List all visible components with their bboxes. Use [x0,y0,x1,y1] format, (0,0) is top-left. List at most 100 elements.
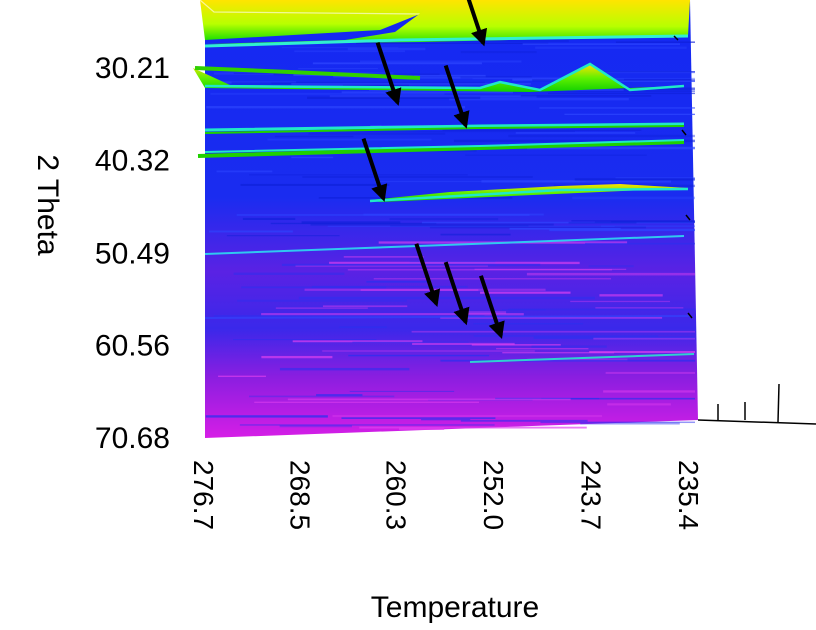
texture-streak [226,235,340,237]
texture-streak [607,403,671,406]
texture-streak [373,278,612,280]
texture-streak [316,394,363,397]
texture-streak [312,62,482,65]
surface-edge-ticks [673,35,816,425]
texture-streak [440,316,663,319]
texture-streak [352,341,469,343]
texture-streak [356,42,549,44]
texture-streak [281,47,399,49]
heatmap-surface [205,0,698,438]
peak-line-27 [204,34,689,48]
texture-streak [421,419,471,421]
texture-streak [412,342,515,345]
texture-streak [615,41,695,43]
texture-streak [481,180,672,183]
texture-streak [327,225,615,227]
texture-streak [520,95,652,97]
texture-streak [571,220,695,222]
texture-streak [298,296,595,300]
texture-streak [322,305,408,308]
texture-streak [412,76,461,79]
texture-streak [261,313,524,316]
texture-streak [440,359,695,362]
texture-streak [460,51,537,54]
texture-streak [218,375,266,378]
texture-streak [605,371,695,374]
y-tick-label: 30.21 [95,52,170,85]
texture-streak [342,84,410,87]
texture-streak [329,95,537,98]
texture-streak [508,134,695,138]
texture-streak [603,390,695,393]
x-tick-label: 252.0 [478,460,509,530]
peak-band-29 [193,64,680,92]
texture-streak [522,43,681,45]
texture-streak [510,90,695,93]
texture-streak [449,97,629,101]
x-tick-label: 243.7 [576,460,607,530]
peak-line-29 [204,62,685,92]
faint-line-60 [204,315,691,319]
peak-line-33 [204,122,685,132]
texture-streak [366,281,430,283]
arrow-3 [443,64,470,129]
texture-streak [275,307,368,309]
texture-streak [359,426,587,429]
texture-streak [572,196,695,200]
arrow-6 [443,261,470,326]
texture-streak [526,272,695,276]
texture-streak [392,76,532,78]
peak-shift-arrows [361,0,505,339]
texture-streak [580,422,680,425]
texture-streak [454,311,507,314]
texture-streak [329,130,575,133]
texture-streak [442,129,642,131]
texture-streak [601,225,695,227]
x-axis-ticks: 276.7 268.5 260.3 252.0 243.7 235.4 [188,460,704,530]
texture-streak [279,424,352,428]
texture-streak [281,263,541,266]
texture-streak [589,350,695,354]
texture-streak [298,68,378,70]
peak-line-37 [197,140,685,158]
texture-streak [341,91,513,94]
texture-streak [480,291,571,294]
texture-streak [535,46,687,49]
texture-streak [233,272,345,275]
texture-streak [440,233,511,236]
texture-streak [343,256,424,258]
texture-streak [205,415,328,418]
arrow-2 [375,42,402,106]
texture-streak [237,299,407,302]
y-tick-label: 60.56 [95,329,170,362]
texture-streak [585,242,695,245]
y-tick-label: 40.32 [95,144,170,177]
texture-streak [473,335,659,337]
texture-streak [249,174,468,176]
texture-streak [287,398,571,401]
texture-streak [208,230,293,233]
texture-streak [593,337,695,340]
texture-streak [374,180,586,183]
texture-streak [332,414,603,418]
arrow-1 [466,0,488,47]
texture-streak [322,350,535,352]
texture-streak [539,107,695,109]
arrow-5 [414,243,441,307]
texture-streak [233,339,377,341]
texture-streak [570,300,670,303]
y-tick-label: 50.49 [95,237,170,270]
texture-streak [574,71,695,73]
texture-streak [301,221,401,224]
texture-streak [599,294,663,297]
texture-streak [574,178,695,181]
texture-streak [236,213,530,216]
texture-streak [291,156,334,159]
texture-streak [453,139,695,143]
texture-streak [564,113,695,116]
y-axis-title: 2 Theta [31,154,64,256]
texture-streak [339,326,387,329]
texture-streak [211,81,297,84]
y-tick-label: 70.68 [95,422,170,455]
texture-streak [421,221,694,224]
